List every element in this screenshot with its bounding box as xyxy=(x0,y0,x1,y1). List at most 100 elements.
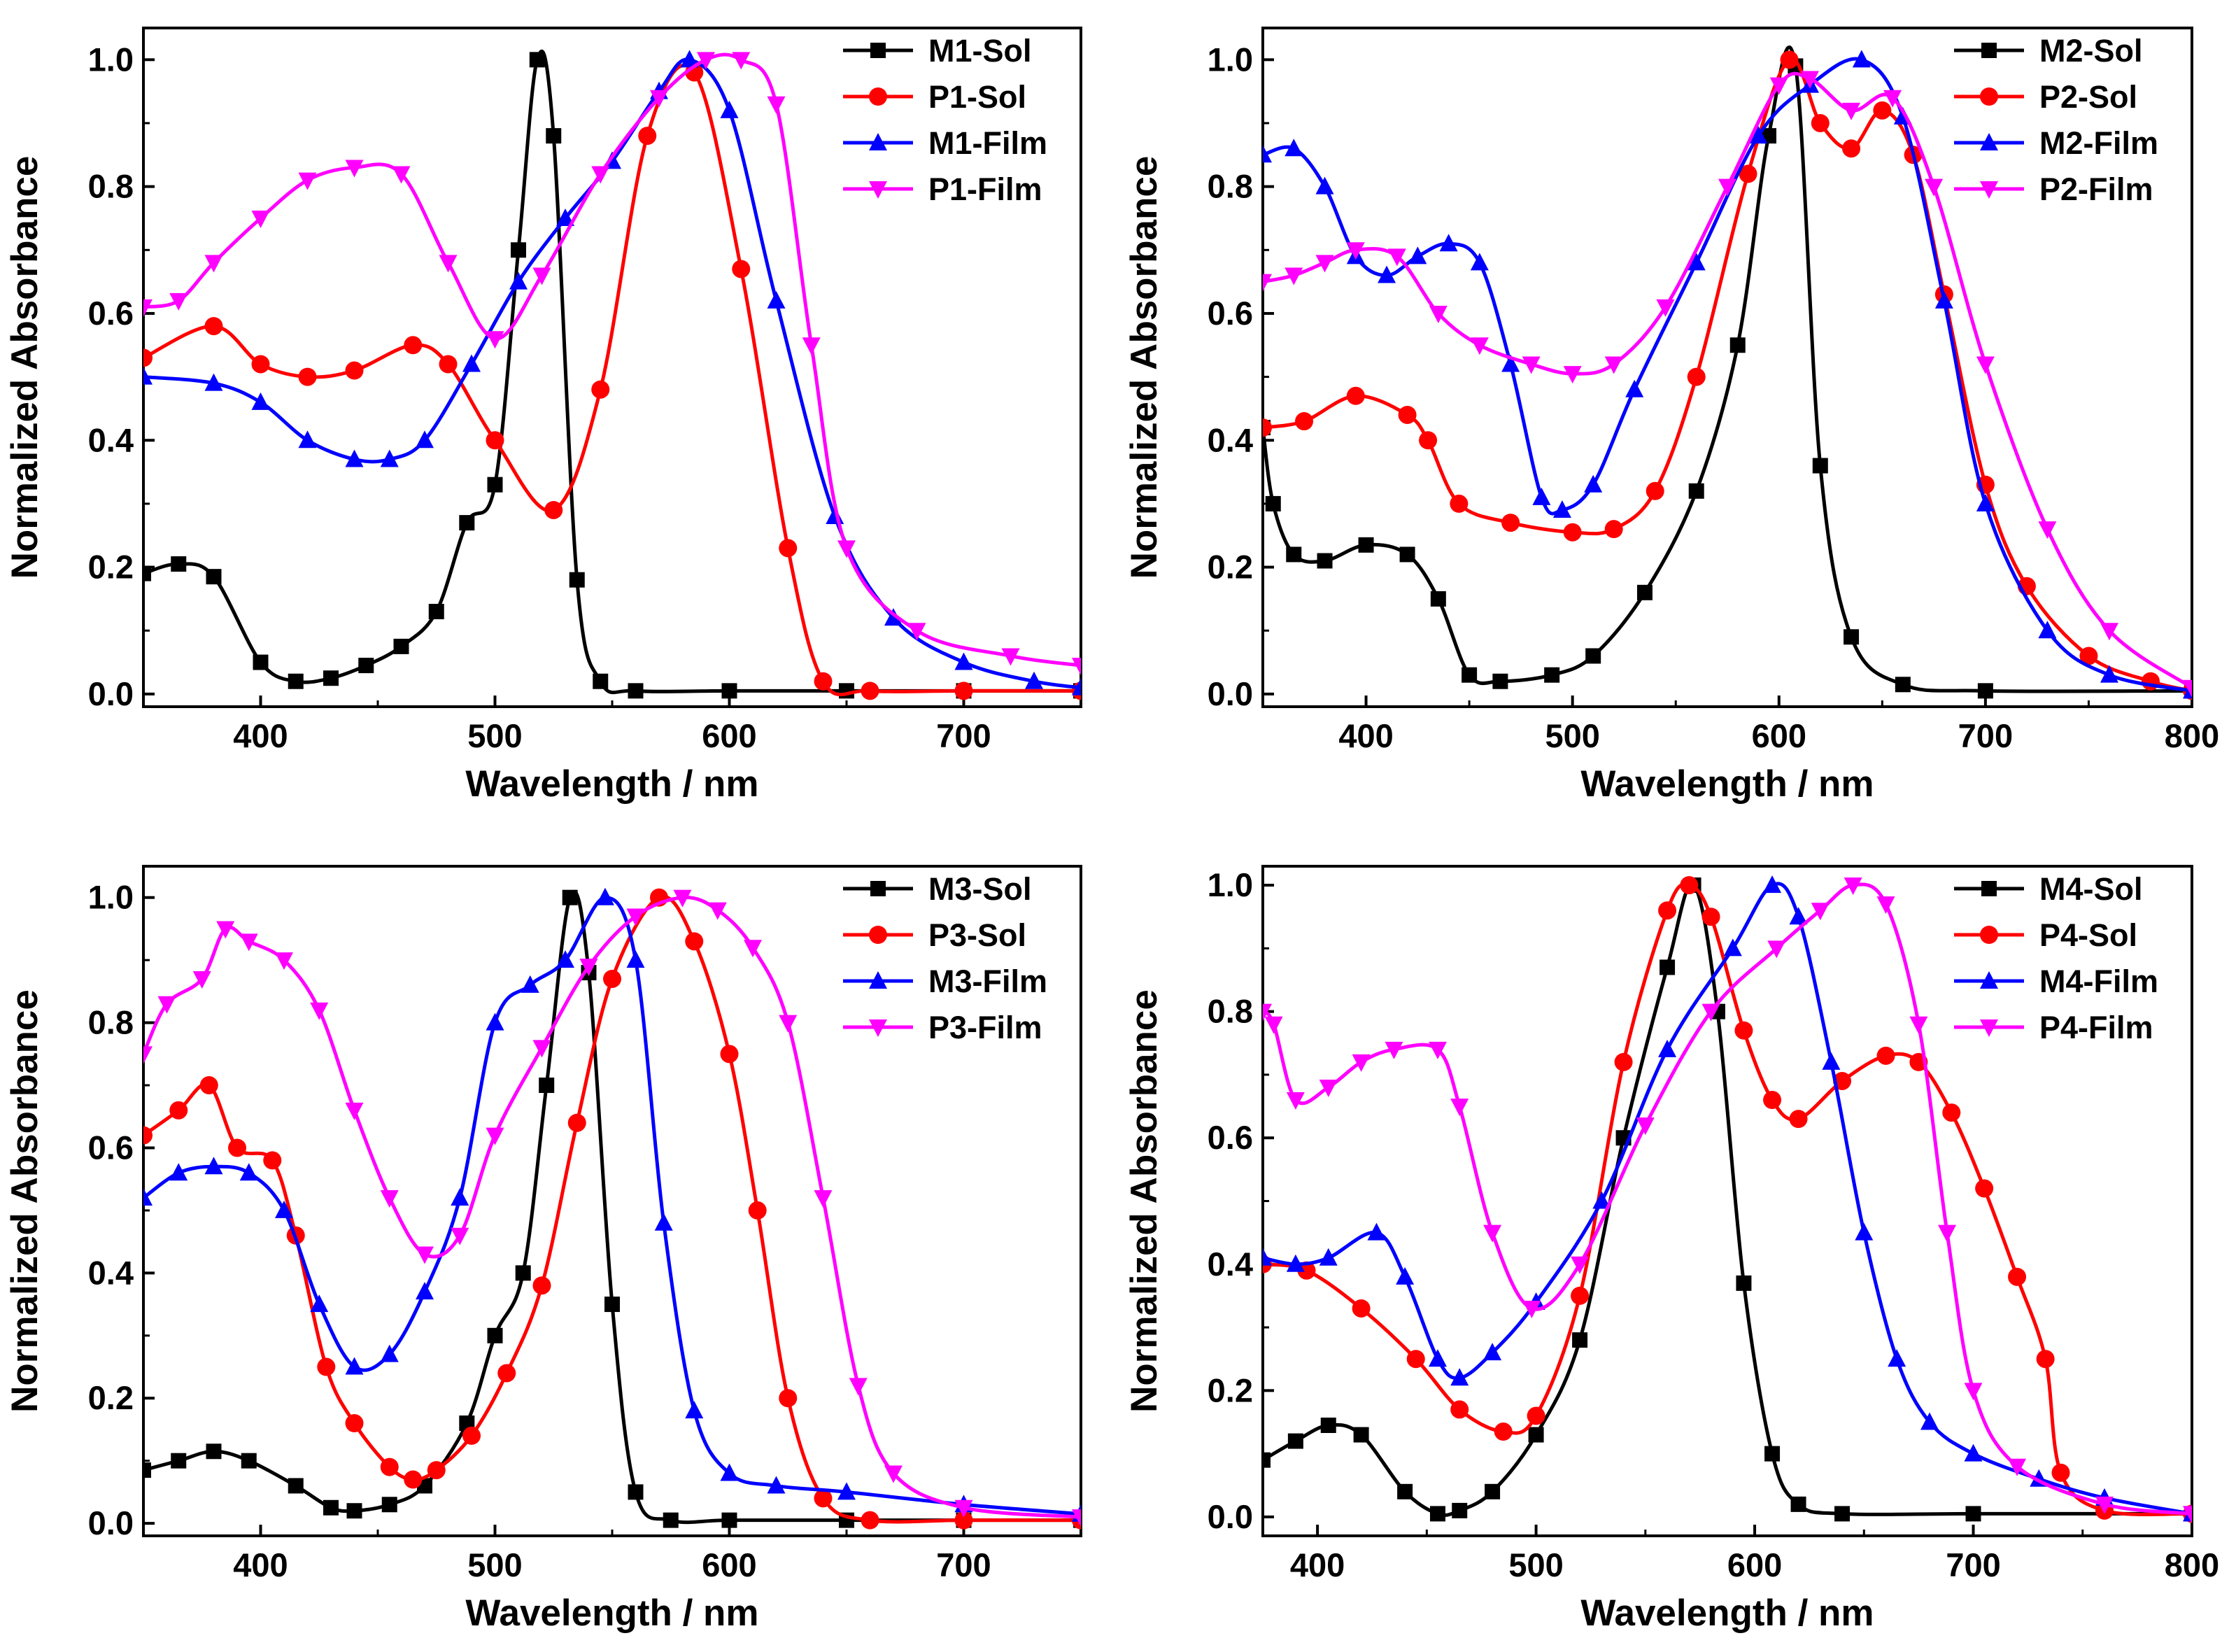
data-point-P1-Film xyxy=(907,623,926,641)
x-tick-label: 600 xyxy=(1727,1546,1782,1583)
data-point-P1-Film xyxy=(439,255,458,273)
y-tick-label: 1.0 xyxy=(1208,41,1253,78)
data-point-M3-Film xyxy=(685,1401,704,1419)
data-point-M2-Sol xyxy=(1585,648,1601,664)
data-point-P3-Sol xyxy=(345,1414,364,1433)
data-point-P3-Sol xyxy=(380,1457,399,1476)
y-tick-label: 0.4 xyxy=(88,421,134,458)
data-point-P2-Film xyxy=(1842,102,1861,120)
data-point-M4-Sol xyxy=(1263,1452,1271,1468)
data-point-M4-Sol xyxy=(1485,1483,1501,1499)
data-point-P2-Film xyxy=(2183,679,2192,698)
y-axis-title: Normalized Absorbance xyxy=(1124,156,1165,579)
x-tick-label: 600 xyxy=(1752,717,1806,754)
data-point-M1-Sol xyxy=(546,128,562,144)
series-P4-Film xyxy=(1263,877,2192,1524)
series-M2-Sol xyxy=(1263,45,2192,699)
legend-marker xyxy=(869,87,887,106)
series-line-P4-Film xyxy=(1263,882,2192,1516)
data-point-M3-Sol xyxy=(562,889,578,905)
x-tick-label: 700 xyxy=(1958,717,2013,754)
y-axis-title: Normalized Absorbance xyxy=(4,989,45,1413)
data-point-P2-Film xyxy=(1718,178,1736,197)
data-point-M2-Sol xyxy=(1462,667,1478,683)
data-point-P3-Film xyxy=(345,1102,364,1120)
data-point-P2-Film xyxy=(2100,623,2118,641)
data-point-P3-Sol xyxy=(462,1426,481,1445)
data-point-P1-Sol xyxy=(251,355,270,374)
data-point-P1-Film xyxy=(697,52,715,70)
data-point-M4-Sol xyxy=(1429,1506,1445,1522)
data-point-M4-Film xyxy=(1450,1368,1469,1386)
data-point-M3-Film xyxy=(345,1357,364,1375)
legend-item-P1-Film: P1-Film xyxy=(843,171,1042,207)
data-point-M3-Sol xyxy=(721,1512,737,1528)
data-point-M3-Film xyxy=(521,975,539,993)
x-axis-title: Wavelength / nm xyxy=(465,763,758,805)
y-tick-label: 0.8 xyxy=(88,1004,134,1041)
data-point-M1-Sol xyxy=(721,683,737,699)
data-point-M3-Film xyxy=(556,950,574,968)
chart-panel-1: 400 500 600 700 0.0 0.2 0.4 0.6 0.8 1.0 Wavelength… xyxy=(4,27,1082,805)
data-point-P2-Sol xyxy=(1398,405,1417,424)
data-point-M3-Film xyxy=(204,1157,223,1175)
data-point-P3-Sol xyxy=(603,969,621,988)
data-point-M1-Film xyxy=(462,354,481,372)
data-point-M1-Sol xyxy=(628,683,644,699)
data-point-P4-Sol xyxy=(1352,1299,1371,1318)
data-point-P4-Film xyxy=(1483,1224,1502,1243)
data-point-M1-Film xyxy=(680,50,699,68)
data-point-M3-Film xyxy=(595,887,614,905)
data-point-P1-Sol xyxy=(404,336,423,355)
legend-marker xyxy=(1980,971,1998,989)
legend-marker xyxy=(1980,181,1998,199)
data-point-M4-Film xyxy=(1396,1266,1415,1285)
chart-panel-3: 400 500 600 700 0.0 0.2 0.4 0.6 0.8 1.0 Wavelength… xyxy=(4,865,1082,1634)
data-point-P1-Film xyxy=(732,52,751,70)
data-point-M2-Film xyxy=(1976,493,1995,511)
data-point-M1-Film xyxy=(251,392,270,410)
data-point-P1-Sol xyxy=(204,317,223,336)
data-point-M3-Sol xyxy=(346,1503,362,1519)
legend-marker xyxy=(869,181,887,199)
data-point-P2-Film xyxy=(1769,77,1788,95)
data-point-P4-Film xyxy=(1352,1054,1371,1072)
data-point-P3-Sol xyxy=(427,1461,446,1480)
legend-label: M4-Sol xyxy=(2039,871,2143,907)
legend-marker xyxy=(869,971,887,989)
x-axis-title: Wavelength / nm xyxy=(1580,1593,1874,1634)
data-point-P3-Film xyxy=(416,1246,434,1264)
data-point-M3-Film xyxy=(626,950,645,968)
data-point-P4-Film xyxy=(2183,1506,2192,1524)
data-point-M2-Sol xyxy=(1317,553,1333,569)
data-point-M4-Film xyxy=(1964,1443,1983,1462)
data-point-P4-Film xyxy=(1286,1092,1305,1110)
data-point-M3-Film xyxy=(486,1012,504,1031)
y-tick-label: 0.0 xyxy=(1208,1498,1253,1535)
data-point-P4-Sol xyxy=(1789,1110,1808,1129)
data-point-M4-Film xyxy=(1592,1191,1611,1209)
data-point-P1-Sol xyxy=(591,380,610,399)
data-point-M2-Film xyxy=(1749,126,1768,144)
legend-item-P3-Sol: P3-Sol xyxy=(843,917,1026,953)
legend-item-M4-Film: M4-Film xyxy=(1954,963,2158,999)
y-tick-label: 1.0 xyxy=(88,879,134,916)
data-point-P4-Sol xyxy=(2051,1463,2070,1482)
legend-label: M1-Film xyxy=(928,125,1047,161)
x-tick-label: 700 xyxy=(936,717,991,754)
x-tick-label: 500 xyxy=(467,717,522,754)
data-point-M2-Film xyxy=(1584,474,1603,493)
data-point-M4-Film xyxy=(1822,1052,1841,1070)
data-point-M1-Sol xyxy=(487,476,503,493)
legend-label: P2-Sol xyxy=(2039,79,2137,115)
legend-label: P4-Sol xyxy=(2039,917,2137,953)
legend-item-P4-Film: P4-Film xyxy=(1954,1010,2153,1045)
data-point-M1-Film xyxy=(143,367,153,385)
data-point-M2-Film xyxy=(1625,379,1644,397)
chart-panel-2: 400 500 600 700 800 0.0 0.2 0.4 0.6 0.8 1.0 Wavelen… xyxy=(1124,27,2219,805)
data-point-M4-Sol xyxy=(1965,1506,1981,1522)
data-point-P1-Sol xyxy=(779,539,798,558)
legend-marker xyxy=(1981,881,1997,896)
data-point-M3-Film xyxy=(310,1294,329,1313)
data-point-M3-Sol xyxy=(628,1484,644,1500)
